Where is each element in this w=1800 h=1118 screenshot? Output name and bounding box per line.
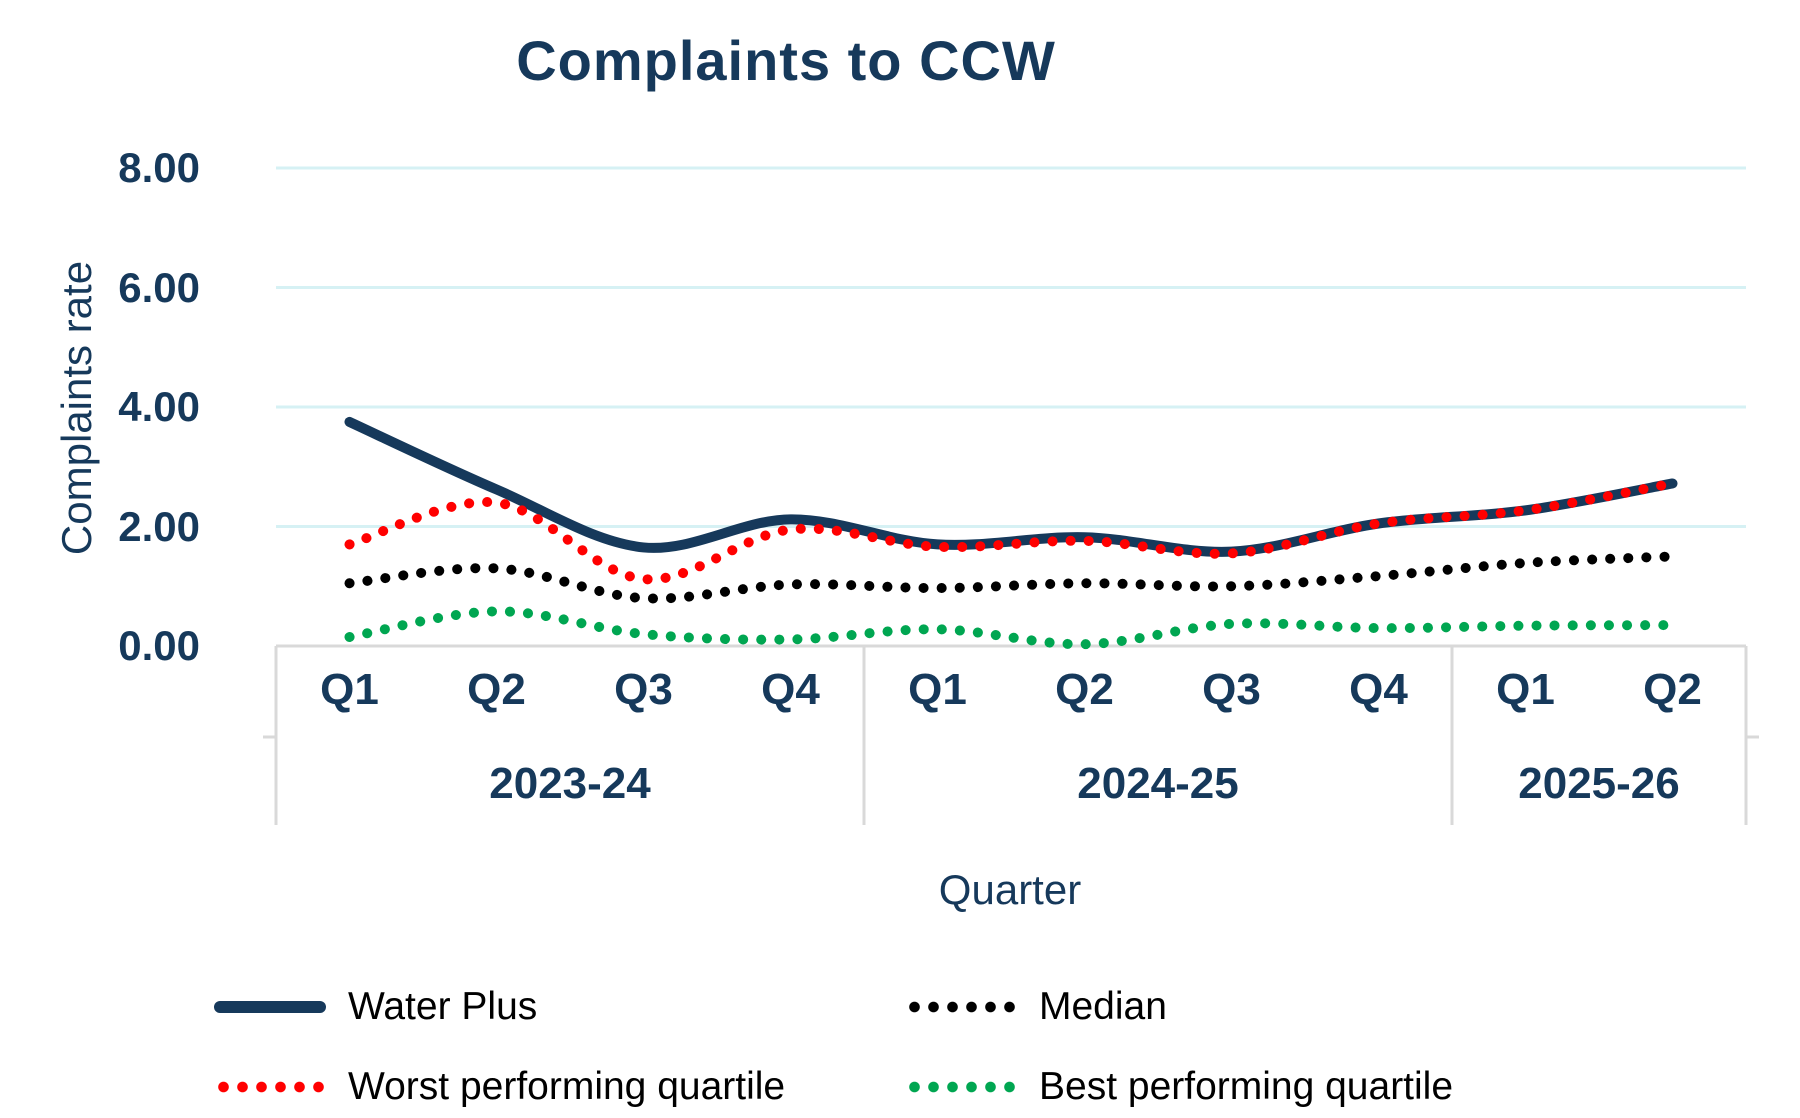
legend-label-worst-quartile: Worst performing quartile bbox=[348, 1065, 786, 1108]
x-category-label-1: Q2 bbox=[467, 665, 526, 714]
legend-item-water-plus: Water Plus bbox=[214, 985, 537, 1029]
legend-label-median: Median bbox=[1039, 985, 1167, 1028]
x-group-label-2023-24: 2023-24 bbox=[489, 759, 651, 808]
series-line-best-performing-quartile bbox=[344, 606, 1678, 650]
series-line-worst-performing-quartile bbox=[344, 478, 1678, 585]
legend-swatch-worst-quartile bbox=[214, 1080, 326, 1094]
series-line-water-plus bbox=[344, 416, 1678, 557]
legend-swatch-water-plus bbox=[214, 1001, 326, 1013]
x-category-label-6: Q3 bbox=[1202, 665, 1261, 714]
x-category-label-0: Q1 bbox=[320, 665, 379, 714]
y-tick-label-8.00: 8.00 bbox=[118, 144, 200, 191]
x-category-label-9: Q2 bbox=[1643, 665, 1702, 714]
legend-item-worst-quartile: Worst performing quartile bbox=[214, 1065, 785, 1109]
legend-swatch-median bbox=[905, 1000, 1017, 1014]
x-category-label-5: Q2 bbox=[1055, 665, 1114, 714]
chart-title: Complaints to CCW bbox=[516, 29, 1056, 92]
legend-label-water-plus: Water Plus bbox=[348, 985, 538, 1028]
legend-item-best-quartile: Best performing quartile bbox=[905, 1065, 1453, 1109]
series-line-median bbox=[344, 551, 1678, 604]
legend-swatch-best-quartile bbox=[905, 1080, 1017, 1094]
y-tick-label-2.00: 2.00 bbox=[118, 502, 200, 550]
y-tick-label-4.00: 4.00 bbox=[118, 383, 200, 430]
x-category-label-3: Q4 bbox=[761, 665, 820, 714]
legend-label-best-quartile: Best performing quartile bbox=[1039, 1065, 1454, 1108]
y-tick-label-6.00: 6.00 bbox=[118, 263, 200, 311]
x-category-label-8: Q1 bbox=[1496, 665, 1555, 714]
x-category-label-4: Q1 bbox=[908, 665, 967, 714]
x-axis-title: Quarter bbox=[938, 866, 1082, 913]
x-group-label-2024-25: 2024-25 bbox=[1077, 759, 1239, 808]
x-category-label-7: Q4 bbox=[1349, 665, 1408, 714]
legend-item-median: Median bbox=[905, 985, 1167, 1029]
x-group-label-2025-26: 2025-26 bbox=[1518, 759, 1680, 808]
x-category-label-2: Q3 bbox=[614, 665, 673, 714]
y-tick-label-0.00: 0.00 bbox=[118, 622, 200, 669]
